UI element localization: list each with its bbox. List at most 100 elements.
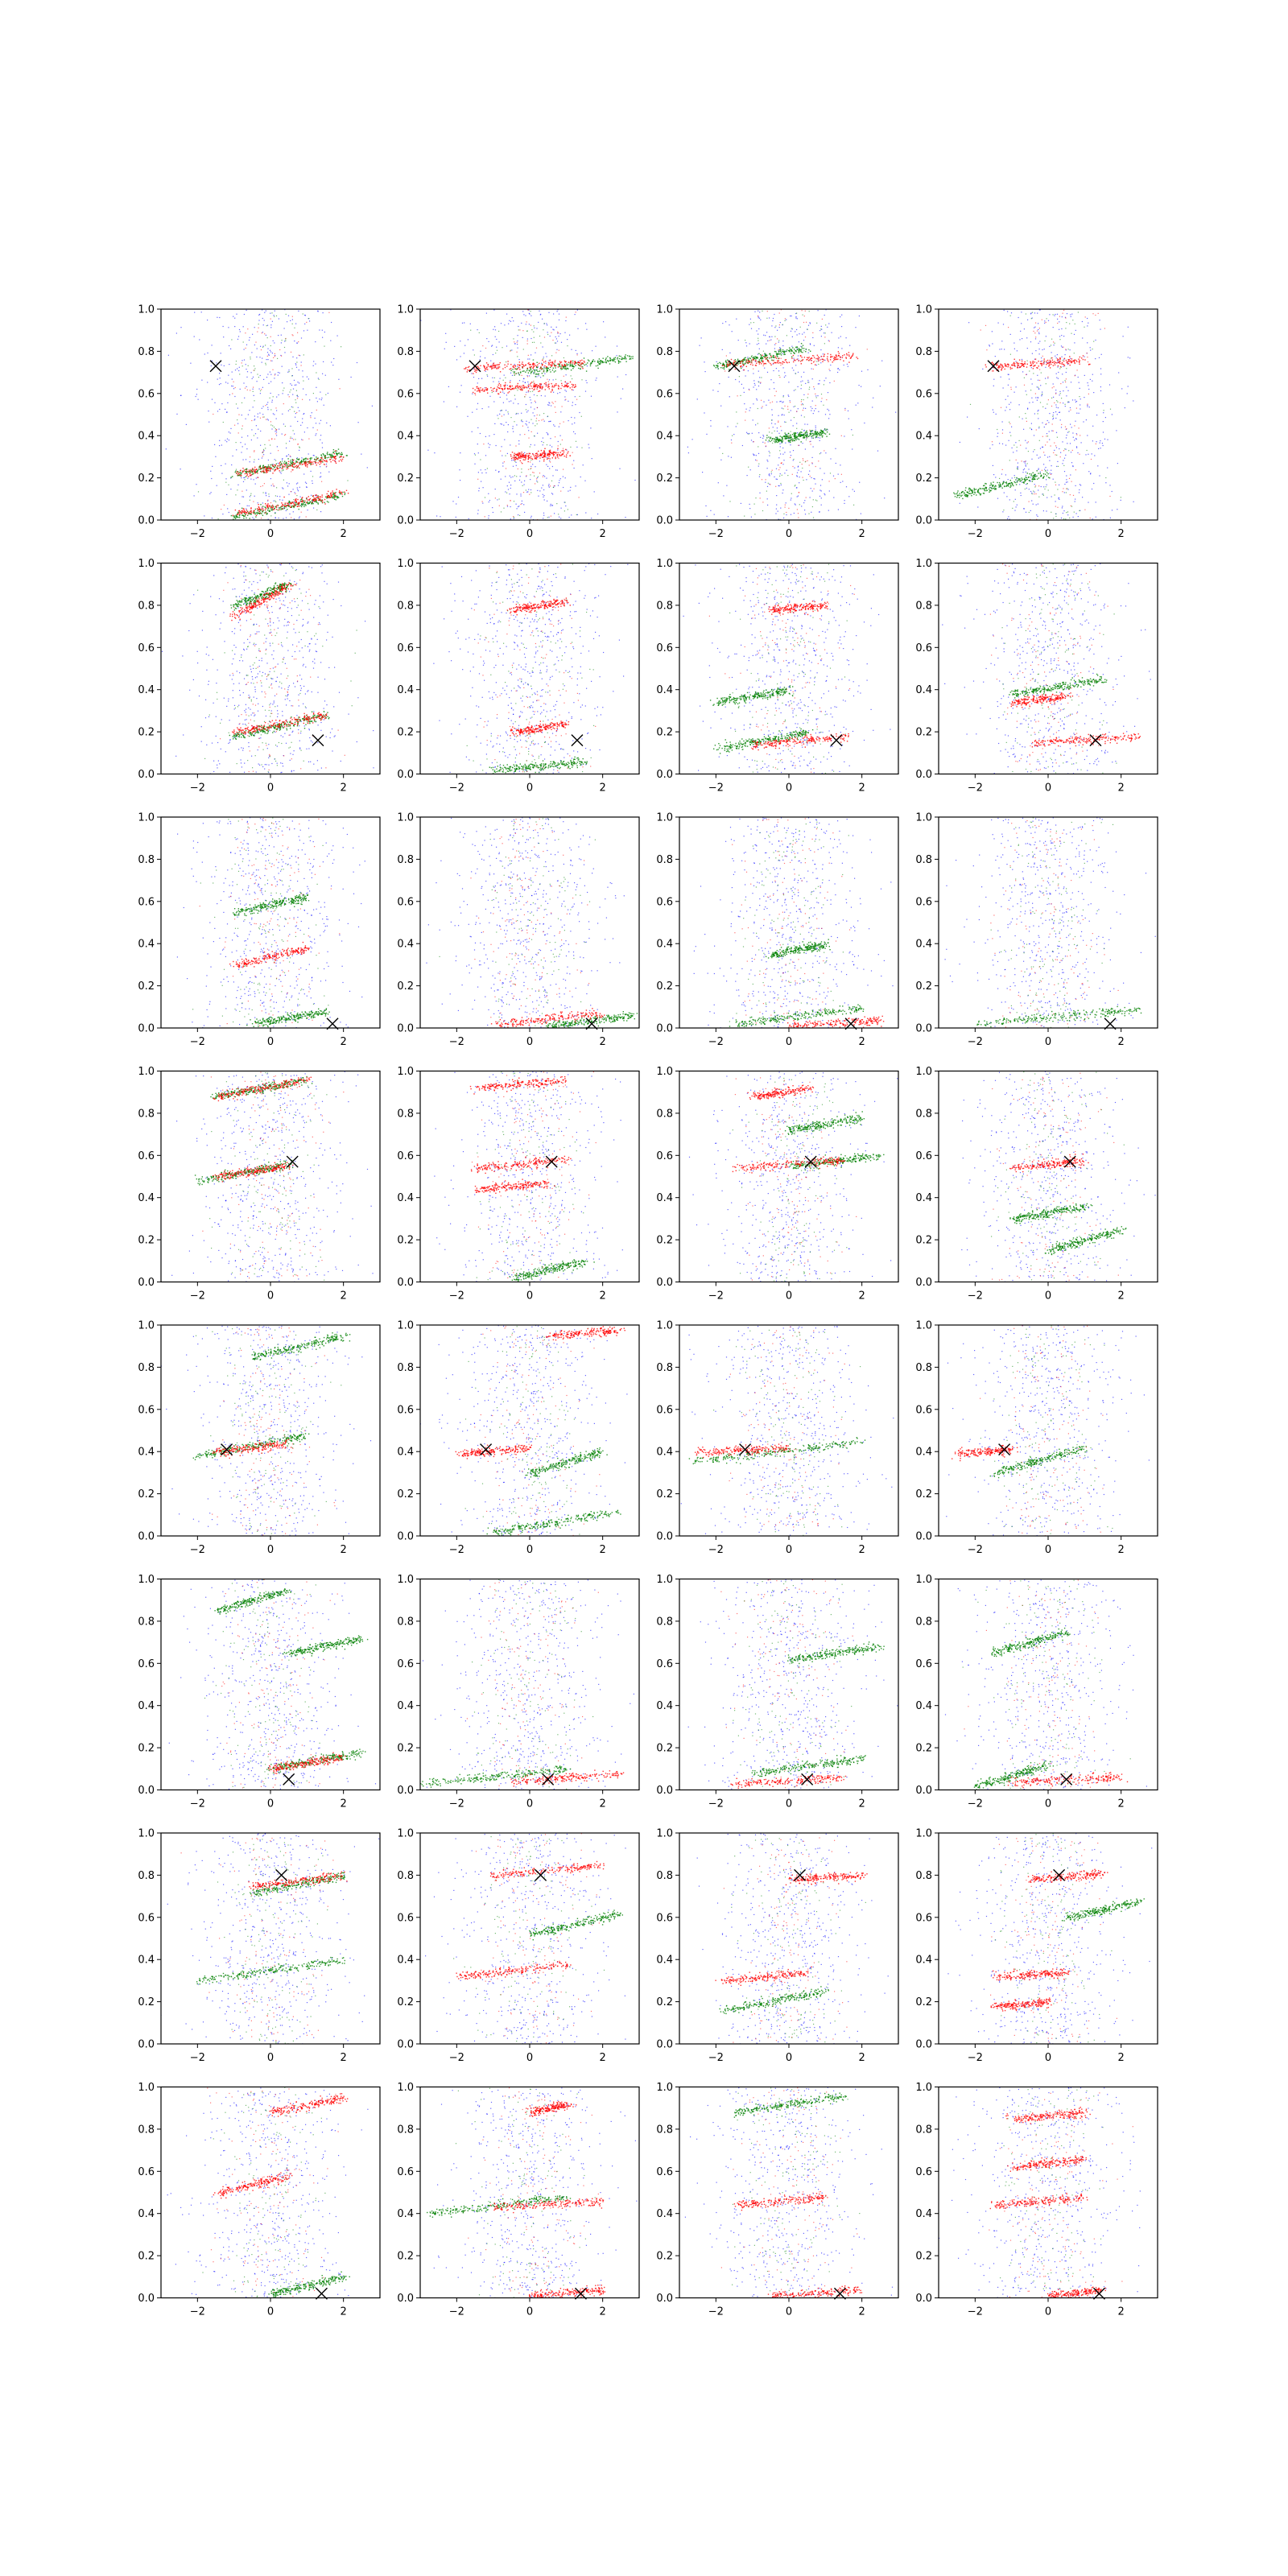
point (555, 457, 556, 460)
point (260, 485, 262, 487)
point (800, 441, 802, 443)
point (242, 470, 245, 473)
point (796, 334, 798, 336)
point (547, 452, 549, 454)
point (788, 350, 791, 352)
point (251, 352, 253, 353)
point (483, 365, 485, 368)
point (760, 357, 762, 360)
point (526, 376, 529, 378)
point (753, 455, 755, 456)
point (991, 331, 993, 332)
point (504, 366, 506, 369)
point (268, 496, 270, 497)
point (322, 453, 324, 455)
point (493, 401, 495, 402)
point (835, 357, 836, 359)
point (445, 341, 447, 343)
point (779, 475, 781, 477)
point (307, 329, 308, 331)
point (539, 370, 541, 372)
point (820, 452, 822, 454)
point (811, 456, 813, 458)
point (320, 419, 322, 421)
point (574, 314, 576, 316)
point (499, 413, 501, 415)
point (524, 387, 526, 389)
point (478, 390, 480, 392)
point (480, 356, 481, 357)
point (564, 502, 566, 503)
point (271, 312, 273, 314)
point (265, 503, 266, 505)
point (763, 356, 765, 357)
point (802, 403, 803, 405)
point (493, 362, 495, 364)
point (769, 317, 770, 319)
point (723, 495, 724, 497)
point (201, 379, 203, 381)
point (802, 477, 803, 478)
point (304, 503, 307, 506)
point (753, 380, 755, 382)
point (518, 457, 520, 459)
point (861, 370, 863, 372)
point (819, 495, 821, 497)
point (478, 487, 480, 489)
point (597, 361, 599, 363)
point (758, 328, 760, 330)
point (1037, 312, 1038, 314)
point (775, 343, 777, 345)
point (238, 512, 240, 514)
point (291, 469, 293, 471)
point (291, 465, 293, 467)
point (1016, 450, 1018, 452)
point (746, 431, 748, 433)
point (815, 405, 816, 407)
point (543, 514, 545, 516)
point (1121, 388, 1123, 390)
point (282, 460, 283, 462)
point (537, 386, 539, 388)
point (498, 366, 501, 368)
point (464, 345, 466, 346)
point (270, 392, 271, 394)
point (514, 368, 517, 369)
point (802, 380, 803, 382)
point (733, 361, 735, 364)
point (1072, 436, 1074, 438)
point (844, 500, 845, 502)
point (288, 396, 290, 398)
point (515, 464, 517, 466)
point (477, 478, 479, 480)
point (522, 455, 524, 456)
point (320, 462, 322, 464)
point (599, 363, 601, 365)
point (505, 384, 506, 386)
point (812, 517, 815, 518)
point (285, 443, 287, 444)
point (530, 324, 531, 326)
point (244, 470, 246, 473)
point (756, 330, 758, 332)
point (228, 374, 229, 376)
point (510, 417, 512, 419)
point (252, 517, 254, 518)
point (518, 388, 520, 390)
point (771, 359, 773, 361)
point (797, 495, 799, 497)
point (263, 470, 265, 473)
point (797, 386, 799, 387)
point (884, 497, 886, 499)
point (516, 341, 518, 343)
point (323, 454, 324, 456)
point (251, 511, 253, 514)
point (291, 375, 293, 377)
point (520, 371, 522, 373)
point (285, 434, 287, 436)
point (294, 411, 295, 412)
point (219, 408, 221, 411)
point (557, 445, 559, 447)
point (618, 355, 620, 357)
point (317, 311, 319, 312)
